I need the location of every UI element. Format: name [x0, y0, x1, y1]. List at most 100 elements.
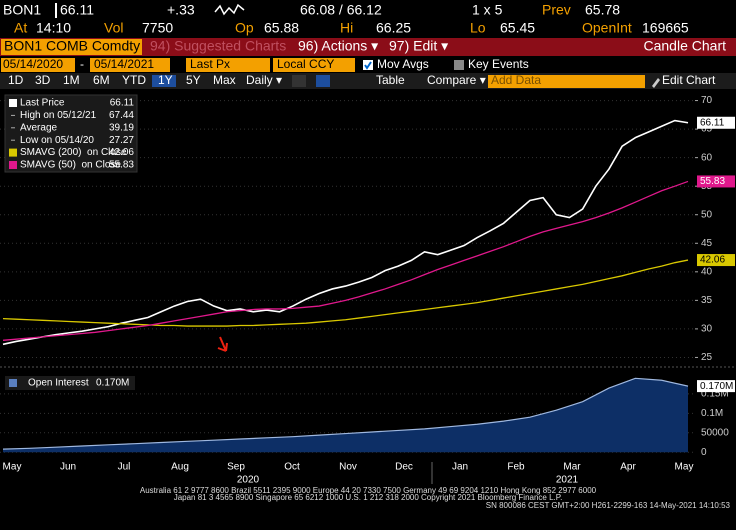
period-button[interactable]: 1D — [8, 73, 24, 87]
check — [364, 61, 372, 70]
footer-line: Australia 61 2 9777 8600 Brazil 5511 239… — [140, 486, 597, 495]
legend-value: 39.19 — [109, 122, 134, 133]
title-bar — [0, 38, 736, 56]
last-value-box — [697, 254, 735, 267]
icon[interactable] — [292, 75, 306, 87]
x-tick-label: Apr — [620, 462, 636, 473]
oi-legend-label: Open Interest — [28, 378, 89, 389]
legend-label: High on 05/12/21 — [20, 110, 97, 121]
legend-swatch — [9, 99, 17, 107]
time: 14:10 — [36, 20, 71, 36]
period-button[interactable]: 1M — [63, 73, 80, 87]
security-box[interactable] — [1, 39, 142, 55]
x-tick-label: Sep — [227, 462, 245, 473]
end-box[interactable] — [90, 58, 170, 72]
x-tick-label: Mar — [563, 462, 581, 473]
suggested-charts[interactable]: 94) Suggested Charts — [150, 38, 286, 54]
period-button[interactable]: 1Y — [158, 73, 173, 87]
field-box[interactable] — [186, 58, 270, 72]
footer-line: Japan 81 3 4565 8900 Singapore 65 6212 1… — [174, 493, 563, 502]
key-events[interactable]: Key Events — [468, 57, 529, 71]
x-tick-label: Jan — [452, 462, 468, 473]
y2-tick-label: 0.15M — [701, 389, 729, 400]
legend-value: 67.44 — [109, 110, 134, 121]
x-tick-label: Aug — [171, 462, 189, 473]
legend-value: 66.11 — [110, 98, 135, 109]
period-button[interactable]: 6M — [93, 73, 110, 87]
y-tick-label: 30 — [701, 324, 713, 335]
add-data[interactable]: Add Data — [491, 73, 541, 87]
icon[interactable] — [316, 75, 330, 87]
hi-label: Hi — [340, 20, 353, 36]
y2-tick-label: 50000 — [701, 427, 729, 438]
lo: 65.45 — [500, 20, 535, 36]
currency-box[interactable] — [273, 58, 355, 72]
vol-label: Vol — [104, 20, 123, 36]
prev: 65.78 — [585, 2, 620, 18]
y-tick-label: 35 — [701, 295, 713, 306]
period-button[interactable]: 5Y — [186, 73, 201, 87]
y-tick-label: 70 — [701, 95, 713, 106]
last-value: 55.83 — [700, 176, 725, 187]
end-date[interactable]: 05/14/2021 — [94, 57, 154, 71]
legend-swatch — [9, 161, 17, 169]
y-tick-label: 65 — [701, 124, 713, 135]
legend-value: 27.27 — [109, 135, 134, 146]
x-tick-label: Jul — [118, 462, 131, 473]
legend-label: Low on 05/14/20 — [20, 135, 94, 146]
start-box[interactable] — [1, 58, 75, 72]
x-tick-label: Oct — [284, 462, 300, 473]
oi-legend-box — [5, 376, 135, 390]
last-value-box — [697, 116, 735, 129]
last: 66.11 — [60, 2, 94, 18]
actions-menu[interactable]: 96) Actions ▾ — [298, 38, 378, 54]
currency[interactable]: Local CCY — [277, 57, 334, 71]
bid-ask: 66.08 / 66.12 — [300, 2, 382, 18]
period-button[interactable]: YTD — [122, 73, 146, 87]
oi-legend-value: 0.170M — [96, 378, 129, 389]
hi: 66.25 — [376, 20, 411, 36]
period-buttons: 1D 3D 1M 6M YTD 1Y 5Y Max — [8, 73, 236, 87]
edit-chart[interactable]: Edit Chart — [662, 73, 716, 87]
legend-swatch — [9, 148, 17, 157]
open-interest-line — [2, 377, 689, 450]
last-value: 66.11 — [700, 117, 725, 128]
period-button[interactable]: Max — [213, 73, 236, 87]
footer-line: SN 800086 CEST GMT+2:00 H261-2299-163 14… — [486, 501, 731, 510]
add-data-box[interactable] — [488, 75, 645, 88]
last-value-box — [697, 175, 735, 188]
edit-menu[interactable]: 97) Edit ▾ — [389, 38, 448, 54]
security[interactable]: BON1 COMB Comdty — [4, 38, 140, 54]
legend-box — [4, 94, 138, 173]
last-value-box — [697, 380, 735, 393]
mov-avgs[interactable]: Mov Avgs — [377, 57, 429, 71]
period-button[interactable]: 3D — [35, 73, 51, 87]
change: +.33 — [167, 2, 195, 18]
frequency[interactable]: Daily ▾ — [246, 73, 282, 87]
compare-button[interactable]: Compare ▾ — [427, 73, 486, 87]
legend-value: 55.83 — [109, 160, 134, 171]
y-tick-label: 25 — [701, 352, 713, 363]
prev-label: Prev — [542, 2, 571, 18]
field[interactable]: Last Px — [190, 57, 230, 71]
date-separator: - — [80, 57, 84, 71]
oi: 169665 — [642, 20, 689, 36]
edit-icon — [652, 78, 660, 88]
checkbox[interactable] — [454, 60, 464, 70]
op-label: Op — [235, 20, 254, 36]
x-tick-label: Feb — [507, 462, 525, 473]
series-line — [2, 259, 689, 327]
y2-tick-label: 0 — [701, 447, 707, 458]
start-date[interactable]: 05/14/2020 — [3, 57, 63, 71]
y-tick-label: 40 — [701, 266, 713, 277]
y-tick-label: 60 — [701, 152, 713, 163]
year-label: 2021 — [556, 475, 579, 486]
chart-type: Candle Chart — [644, 38, 727, 54]
sparkline-icon — [214, 3, 245, 16]
table-button[interactable]: Table — [376, 73, 405, 87]
legend-value: 42.06 — [109, 147, 134, 158]
op: 65.88 — [264, 20, 299, 36]
legend-label: SMAVG (50) on Close — [20, 160, 121, 171]
open-interest-area — [3, 378, 688, 453]
